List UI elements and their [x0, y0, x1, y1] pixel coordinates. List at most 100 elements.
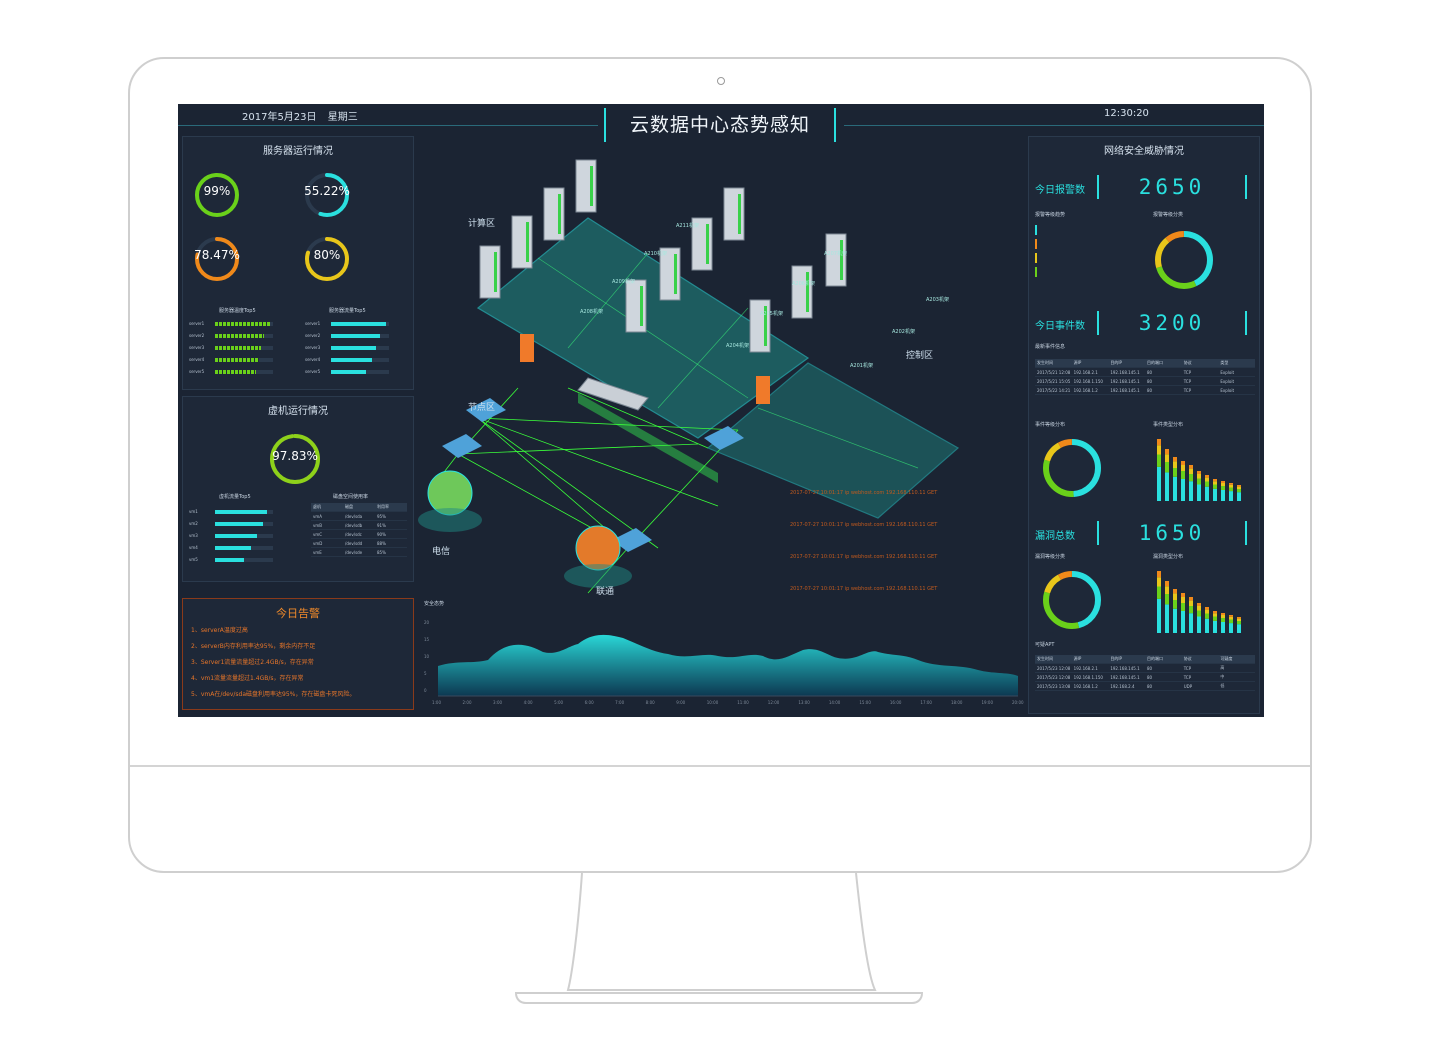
- chart-x-tick: 4:00: [523, 700, 533, 705]
- server-temp-row-label: server5: [189, 369, 205, 374]
- apt-table-cell: 192.168.1.2: [1073, 683, 1098, 689]
- chart-y-tick: 15: [424, 637, 430, 642]
- stacked-bar-segment: [1237, 617, 1241, 619]
- server-gauge-ring: [195, 173, 239, 217]
- event-table-row[interactable]: 2017/5/21 12:08 192.168.2.1 192.168.145.1 8…: [1035, 368, 1255, 377]
- alarm-trend-title: 报警等级趋势: [1035, 212, 1066, 218]
- stacked-bar-segment: [1237, 492, 1241, 501]
- alert-item[interactable]: 2、serverB内存利用率达95%，剩余内存不足: [191, 643, 316, 650]
- apt-table-row[interactable]: 2017/5/23 13:08 192.168.1.2 192.168.2.4 80 U…: [1035, 682, 1255, 691]
- vm-disk-table-header-cell: 磁盘: [345, 504, 353, 509]
- stacked-bar-segment: [1173, 476, 1177, 501]
- event-table-header-cell: 类型: [1220, 360, 1229, 365]
- stacked-bar-segment: [1229, 491, 1233, 501]
- chart-x-tick: 12:00: [767, 700, 780, 705]
- header-date: 2017年5月23日 星期三: [242, 108, 358, 123]
- network-threat-panel: 网络安全威胁情况 今日报警数 2650 报警等级趋势 报警等级分类 今日事件数 …: [1028, 136, 1260, 714]
- header-line-right: [844, 125, 1264, 126]
- vm-traffic-row-label: vm2: [189, 521, 198, 526]
- event-table-cell: TCP: [1183, 369, 1192, 375]
- event-table-cell: TCP: [1183, 378, 1192, 384]
- chart-x-tick: 17:00: [920, 700, 932, 705]
- stacked-bar-segment: [1197, 478, 1201, 485]
- stacked-bar-segment: [1181, 461, 1185, 465]
- chart-x-tick: 18:00: [950, 700, 963, 705]
- zone-label-control: 控制区: [906, 351, 934, 361]
- vm-disk-table-row[interactable]: vmB/dev/sdb 91%: [311, 521, 407, 530]
- rack-label: A211机架: [676, 223, 699, 229]
- apt-table-cell: 192.168.1.150: [1073, 674, 1103, 680]
- server-traffic-row-label: server4: [305, 357, 321, 362]
- apt-table-row[interactable]: 2017/5/23 12:08 192.168.1.150 192.168.145.…: [1035, 673, 1255, 682]
- server-traffic-row-track: [331, 334, 389, 338]
- apt-table: 发生时间 源IP 目的IP 目的端口 协议 可疑度 2017/5/23 12:08 192.1…: [1035, 655, 1255, 691]
- vuln-dist-title: 漏洞等级分类: [1035, 554, 1066, 560]
- chart-x-tick: 8:00: [645, 700, 655, 705]
- stacked-bar-segment: [1157, 439, 1161, 446]
- server-temp-row-fill: [215, 370, 256, 374]
- server-gauge-ring: [305, 173, 349, 217]
- stacked-bar-segment: [1213, 481, 1217, 485]
- event-table-row[interactable]: 2017/5/21 15:05 192.168.1.150 192.168.145.…: [1035, 377, 1255, 386]
- today-alert-panel: 今日告警 1、serverA温度过高 2、serverB内存利用率达95%，剩余内…: [182, 598, 414, 710]
- stacked-bar-segment: [1229, 487, 1233, 492]
- kpi-value-vulns: 1650: [1097, 521, 1247, 545]
- alert-item[interactable]: 3、Server1流量流量超过2.4GB/s，存在异常: [191, 659, 314, 666]
- stacked-bar-segment: [1197, 616, 1201, 633]
- stacked-bar-segment: [1237, 624, 1241, 633]
- chart-x-tick: 2:00: [462, 700, 472, 705]
- vm-disk-title: 磁盘空间使用率: [333, 494, 369, 500]
- vm-gauge-value: 97.83%: [272, 449, 318, 463]
- apt-table-cell: 192.168.145.1: [1110, 674, 1140, 680]
- stacked-bar-segment: [1173, 468, 1177, 477]
- event-table-title: 最新事件信息: [1035, 344, 1066, 350]
- server-traffic-row-fill: [331, 370, 366, 374]
- apt-table-cell: TCP: [1183, 665, 1192, 671]
- stacked-bar-segment: [1165, 604, 1169, 633]
- alert-item[interactable]: 1、serverA温度过高: [191, 627, 248, 634]
- server-traffic-row-track: [331, 358, 389, 362]
- vm-disk-table-row[interactable]: vmC/dev/sdc 90%: [311, 530, 407, 539]
- event-table-cell: 192.168.2.1: [1073, 369, 1098, 375]
- event-table-header-cell: 协议: [1183, 360, 1192, 365]
- server-gauge-ring: [195, 237, 239, 281]
- event-table-cell: Exploit: [1220, 378, 1235, 384]
- alert-item[interactable]: 5、vmA在/dev/sda磁盘利用率达95%，存在磁盘卡死风险。: [191, 691, 356, 698]
- stacked-bar-segment: [1205, 475, 1209, 478]
- event-dist-donut: [1043, 439, 1101, 497]
- vm-disk-table-row[interactable]: vmD/dev/sdd 88%: [311, 539, 407, 548]
- server-temp-row-label: server1: [189, 321, 205, 326]
- apt-table-row[interactable]: 2017/5/23 12:08 192.168.2.1 192.168.145.1 8…: [1035, 664, 1255, 673]
- event-table-row[interactable]: 2017/5/22 14:21 192.168.1.2 192.168.145.1 8…: [1035, 386, 1255, 395]
- event-type-bars: [1157, 439, 1241, 501]
- weekday-text: 星期三: [327, 112, 358, 123]
- server-traffic-row-label: server5: [305, 369, 321, 374]
- server-temp-row-track: [215, 358, 273, 362]
- apt-table-cell: 192.168.145.1: [1110, 665, 1140, 671]
- rack-label: A204机架: [726, 343, 749, 349]
- chart-y-tick: 5: [424, 671, 427, 676]
- stacked-bar-segment: [1205, 481, 1209, 487]
- page-title: 云数据中心态势感知: [604, 108, 836, 142]
- stacked-bar-segment: [1221, 486, 1225, 490]
- apt-table-header-cell: 可疑度: [1220, 656, 1233, 661]
- apt-table-cell: 2017/5/23 12:08: [1037, 665, 1071, 671]
- vuln-type-bars: [1157, 571, 1241, 633]
- event-table-header-cell: 源IP: [1073, 360, 1082, 365]
- event-table-cell: 80: [1147, 387, 1153, 393]
- rack-label: A208机架: [580, 309, 603, 315]
- stacked-bar-segment: [1173, 593, 1177, 600]
- apt-table-header-cell: 源IP: [1073, 656, 1082, 661]
- alert-item[interactable]: 4、vm1流量流量超过1.4GB/s，存在异常: [191, 675, 304, 682]
- event-table-cell: 2017/5/21 15:05: [1037, 378, 1071, 384]
- stacked-bar-segment: [1157, 466, 1161, 501]
- stacked-bar-segment: [1237, 621, 1241, 625]
- vm-disk-table-header-cell: 利用率: [377, 504, 389, 509]
- stacked-bar-segment: [1213, 616, 1217, 621]
- rack-label: A209机架: [612, 279, 635, 285]
- camera-dot: [717, 77, 725, 85]
- vm-disk-table-row[interactable]: vmA/dev/sda 95%: [311, 512, 407, 521]
- vm-traffic-row-track: [215, 510, 273, 514]
- chart-x-tick: 7:00: [615, 700, 625, 705]
- vm-disk-table-row[interactable]: vmE/dev/sde 85%: [311, 548, 407, 557]
